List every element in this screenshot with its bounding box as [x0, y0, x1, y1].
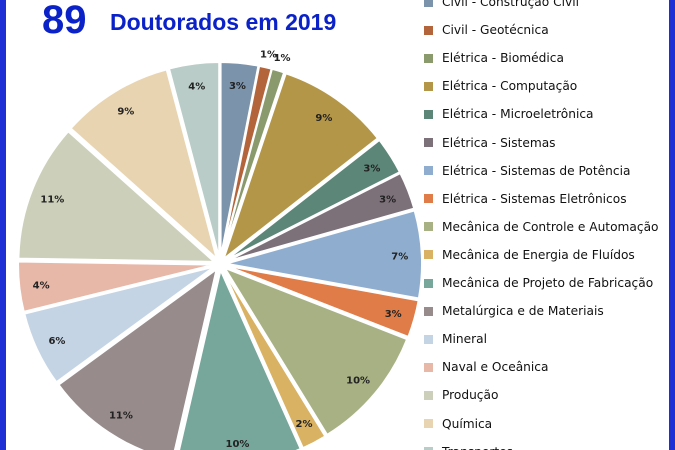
legend-swatch [424, 25, 433, 35]
pie-slice [221, 72, 380, 262]
legend-label: Elétrica - Sistemas [442, 135, 556, 150]
pie-slice [23, 265, 216, 384]
pie-slice [221, 268, 327, 450]
legend-swatch [424, 334, 433, 344]
pie-slice [225, 171, 416, 263]
legend-item: Mecânica de Controle e Automação [424, 217, 659, 237]
pie-slice [167, 61, 221, 259]
legend-swatch [424, 194, 433, 204]
legend-swatch [424, 222, 433, 232]
legend-label: Civil - Construção Civil [442, 0, 579, 9]
pie-slice [69, 68, 219, 262]
legend-swatch [424, 81, 433, 91]
legend-swatch [424, 109, 433, 119]
pie-slice [222, 265, 409, 437]
legend-item: Mecânica de Projeto de Fabricação [424, 273, 653, 293]
legend-swatch [424, 419, 433, 428]
legend-label: Naval e Oceânica [442, 360, 549, 375]
pie-slice [17, 129, 218, 263]
pie-chart: 3% 1%1% 9% 3% 3% 7% 3% 10% 2% 10% 11% 6% 4% 11% 9% 4% [17, 50, 423, 450]
slice-percent-label: 3% [385, 309, 402, 320]
legend-item: Produção [424, 385, 498, 405]
slice-percent-label: 9% [315, 113, 332, 124]
legend-item: Elétrica - Sistemas de Potência [424, 161, 630, 181]
pie-slice [17, 260, 215, 314]
slice-percent-label: 3% [363, 163, 380, 174]
legend-item: Transportes [424, 442, 513, 450]
legend-label: Elétrica - Sistemas Eletrônicos [442, 191, 627, 206]
legend-label: Mecânica de Controle e Automação [442, 219, 659, 234]
legend-swatch [424, 447, 433, 450]
legend-label: Elétrica - Sistemas de Potência [442, 163, 631, 178]
legend-label: Elétrica - Biomédica [442, 51, 564, 66]
slice-percent-label: 11% [109, 410, 133, 421]
legend-item: Elétrica - Sistemas Eletrônicos [424, 189, 627, 209]
legend-item: Metalúrgica e de Materiais [424, 301, 604, 321]
slice-percent-label: 4% [188, 82, 205, 93]
slice-percent-label: 1% [260, 50, 277, 61]
legend-swatch [424, 0, 433, 7]
legend-label: Produção [442, 388, 499, 403]
legend-item: Civil - Construção Civil [424, 0, 579, 12]
legend-swatch [424, 166, 433, 176]
legend-item: Civil - Geotécnica [424, 20, 549, 40]
pie-slice [225, 209, 423, 300]
legend-swatch [424, 362, 433, 372]
doctorate-count: 89 [42, 0, 87, 42]
slice-percent-label: 6% [48, 336, 65, 347]
pie-slice [224, 138, 402, 262]
slice-percent-label: 11% [40, 194, 64, 205]
legend-label: Metalúrgica e de Materiais [442, 304, 604, 319]
chart-title: Doutorados em 2019 [110, 9, 337, 35]
legend-item: Mineral [424, 329, 487, 349]
legend-item: Naval e Oceânica [424, 357, 548, 377]
slice-percent-label: 2% [296, 419, 313, 430]
pie-slice [57, 266, 219, 450]
legend-label: Transportes [442, 445, 513, 450]
chart-frame: 89 Doutorados em 2019 3% 1% 1% 9% 3% 3% 7% 3% 10… [6, 0, 669, 450]
legend-item: Elétrica - Sistemas [424, 133, 556, 153]
legend-swatch [424, 53, 433, 63]
legend-swatch [424, 138, 433, 147]
legend-label: Mecânica de Energia de Fluídos [442, 247, 635, 262]
pie-slice [178, 266, 303, 450]
slice-percent-label: 1% [274, 53, 291, 64]
slice-percent-label: 9% [117, 107, 134, 118]
legend-item: Mecânica de Energia de Fluídos [424, 245, 635, 265]
pie-slice [220, 67, 286, 259]
legend-swatch [424, 278, 433, 288]
legend-swatch [424, 306, 433, 316]
legend-label: Química [442, 416, 493, 431]
slice-percent-label: 10% [225, 439, 249, 450]
legend-label: Civil - Geotécnica [442, 23, 549, 38]
slice-percent-label: 10% [346, 375, 370, 386]
pie-slice [225, 264, 420, 339]
legend-item: Química [424, 414, 492, 434]
legend-label: Elétrica - Computação [442, 79, 578, 94]
slice-percent-label: 3% [229, 81, 246, 92]
legend-item: Elétrica - Biomédica [424, 48, 564, 68]
legend-swatch [424, 390, 433, 400]
legend-swatch [424, 250, 433, 260]
legend-label: Mecânica de Projeto de Fabricação [442, 276, 654, 290]
legend-label: Mineral [442, 332, 487, 347]
legend-label: Elétrica - Microeletrônica [442, 107, 594, 122]
slice-percent-label: 3% [379, 194, 396, 205]
slice-percent-label: 7% [391, 251, 408, 262]
legend-item: Elétrica - Computação [424, 76, 577, 96]
legend-item: Elétrica - Microeletrônica [424, 104, 594, 124]
slice-percent-label: 4% [33, 280, 50, 291]
